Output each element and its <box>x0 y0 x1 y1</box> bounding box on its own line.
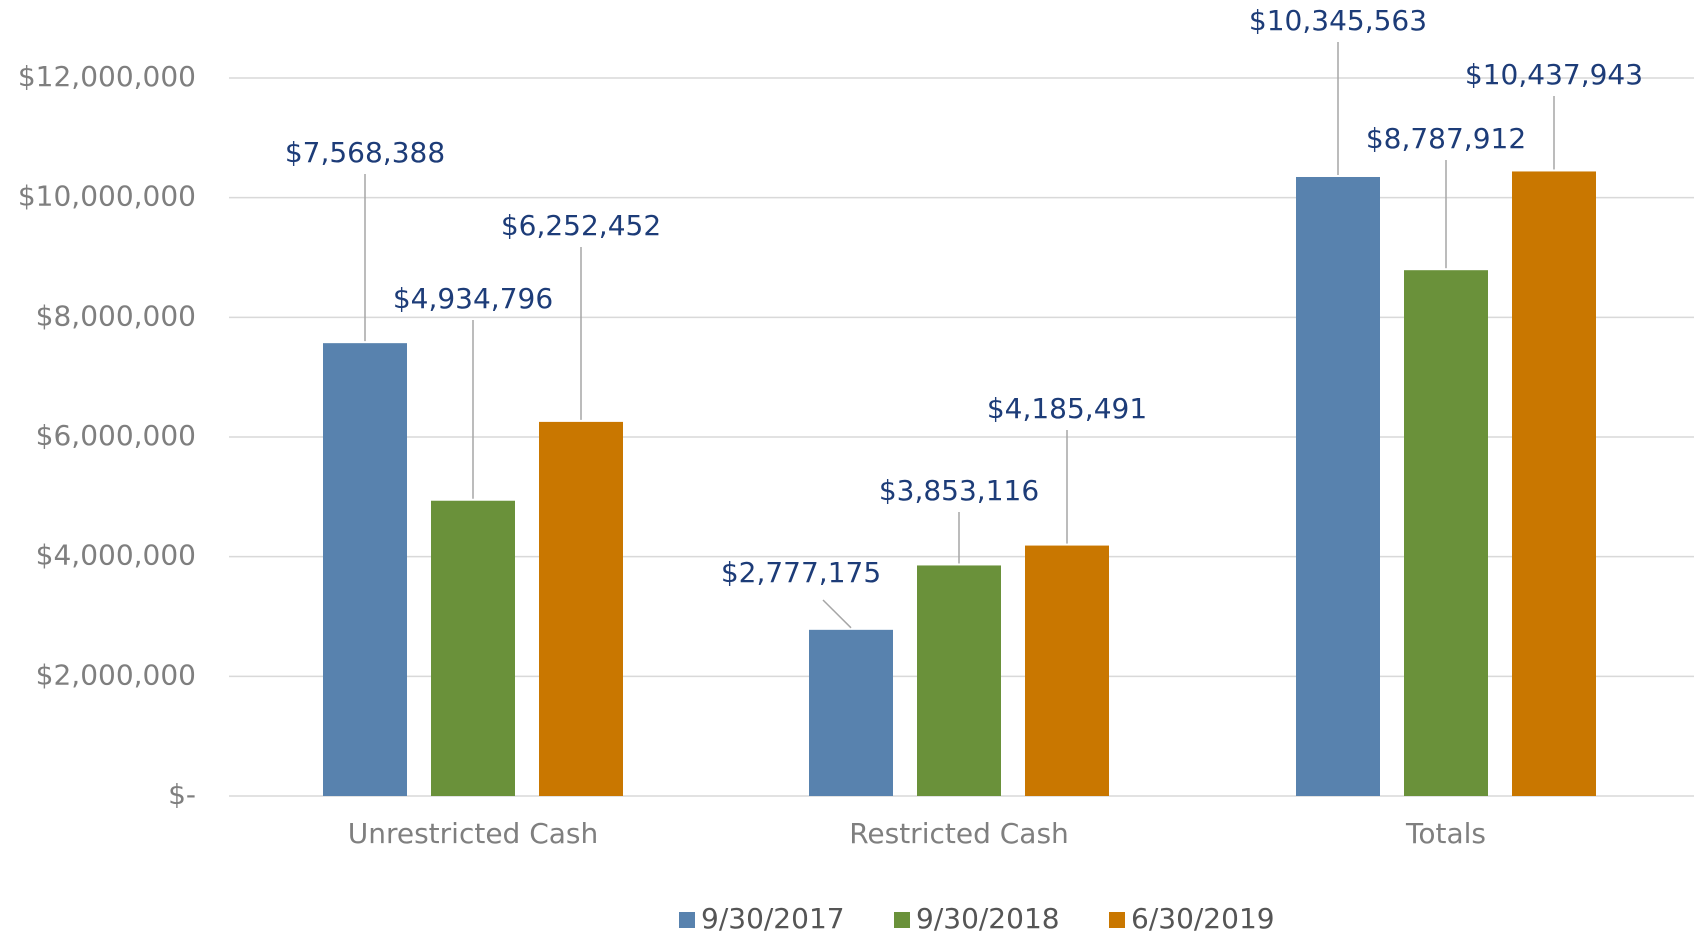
data-label: $4,934,796 <box>393 282 553 315</box>
bar <box>1404 270 1488 796</box>
legend-swatch <box>679 912 695 928</box>
leader-line <box>822 599 852 629</box>
data-label: $4,185,491 <box>987 392 1147 425</box>
y-tick-label: $6,000,000 <box>36 419 196 452</box>
x-tick-label: Totals <box>1405 817 1486 850</box>
legend-label: 9/30/2017 <box>701 902 845 935</box>
data-label: $8,787,912 <box>1366 122 1526 155</box>
legend-swatch <box>1109 912 1125 928</box>
bar <box>539 421 623 796</box>
legend-label: 9/30/2018 <box>916 902 1060 935</box>
data-label: $2,777,175 <box>721 556 881 589</box>
y-tick-label: $4,000,000 <box>36 539 196 572</box>
y-tick-label: $12,000,000 <box>18 60 196 93</box>
bar <box>323 343 407 796</box>
legend-swatch <box>894 912 910 928</box>
bar <box>1296 176 1380 796</box>
x-tick-label: Restricted Cash <box>849 817 1069 850</box>
bar <box>917 565 1001 796</box>
data-label: $6,252,452 <box>501 209 661 242</box>
data-label: $7,568,388 <box>285 136 445 169</box>
data-label: $10,345,563 <box>1249 4 1427 37</box>
x-tick-label: Unrestricted Cash <box>348 817 599 850</box>
bar <box>809 629 893 796</box>
y-tick-label: $10,000,000 <box>18 180 196 213</box>
y-tick-label: $2,000,000 <box>36 658 196 691</box>
y-tick-label: $- <box>168 778 196 811</box>
data-label: $3,853,116 <box>879 474 1039 507</box>
data-label: $10,437,943 <box>1465 58 1643 91</box>
bar <box>431 500 515 796</box>
legend-label: 6/30/2019 <box>1131 902 1275 935</box>
y-tick-label: $8,000,000 <box>36 299 196 332</box>
bar <box>1512 171 1596 796</box>
bar <box>1025 545 1109 796</box>
